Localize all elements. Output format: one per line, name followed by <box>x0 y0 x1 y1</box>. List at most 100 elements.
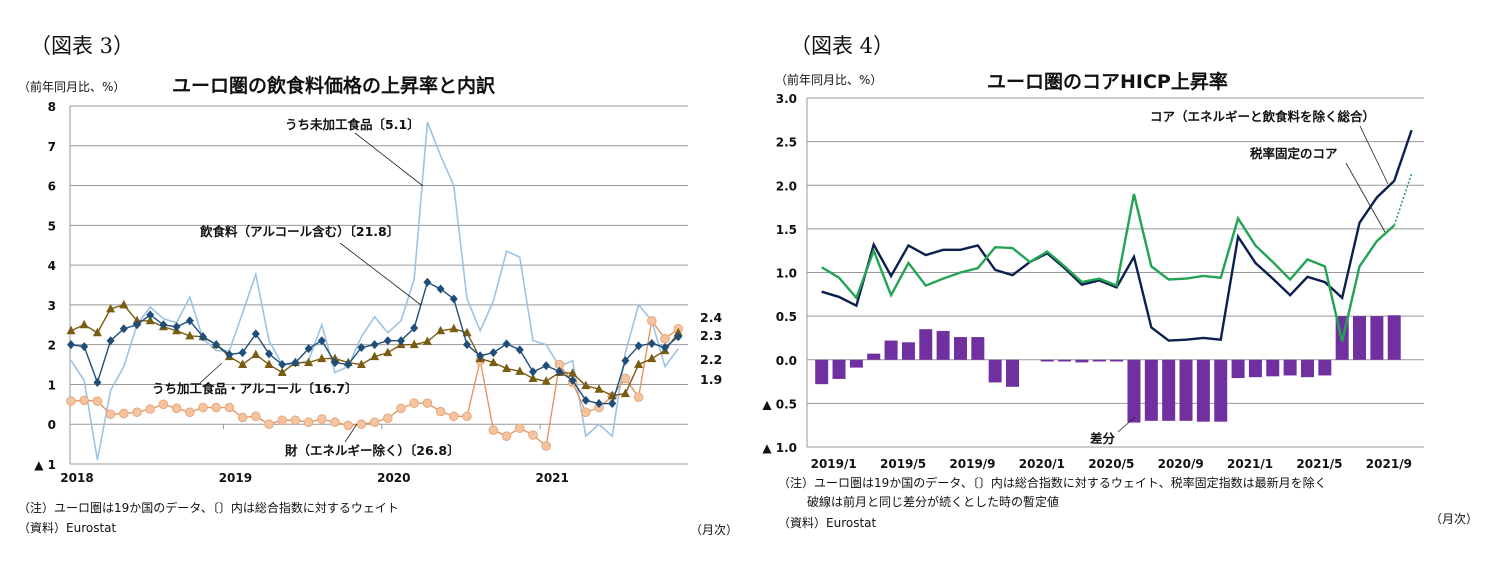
data-point <box>303 417 314 428</box>
chart2-label-core: コア（エネルギーと飲食料を除く総合） <box>1150 109 1375 124</box>
data-point <box>555 366 564 376</box>
data-point <box>132 315 142 325</box>
bar-diff <box>832 359 846 379</box>
data-point <box>515 345 524 355</box>
bar-diff <box>1058 359 1072 362</box>
x-tick-label: 2021/1 <box>1227 457 1273 471</box>
data-point <box>568 368 578 377</box>
data-point <box>185 316 194 326</box>
data-point <box>594 384 604 393</box>
x-tick-label: 2021 <box>535 471 568 485</box>
data-point <box>251 329 260 339</box>
chart2-plot: 3.0 2.5 2.0 1.5 1.0 0.5 0.0 ▲ 0.5 ▲ 1.0 2019/1 201… <box>762 92 1424 471</box>
data-point <box>501 431 512 441</box>
bar-diff <box>1179 359 1193 421</box>
data-point <box>409 339 419 349</box>
data-point <box>396 403 406 414</box>
y-tick-label: 1 <box>48 378 56 392</box>
data-point <box>674 332 683 342</box>
chart1-end-label-2: 2.3 <box>700 328 722 343</box>
chart1-note: （注）ユーロ圏は19か国のデータ、〔〕内は総合指数に対するウェイト <box>18 500 399 515</box>
y-tick-label: 1.5 <box>776 223 797 237</box>
data-point <box>356 359 366 369</box>
data-point <box>436 325 446 335</box>
data-point <box>383 336 392 346</box>
bar-diff <box>1006 359 1020 387</box>
data-point <box>211 402 221 413</box>
data-point <box>185 407 195 418</box>
bar-diff <box>1214 359 1228 422</box>
data-point <box>119 324 128 334</box>
bar-diff <box>1353 316 1367 360</box>
data-point <box>356 419 367 430</box>
chart1-plot: 8 7 6 5 4 3 2 1 0 ▲ 1 2018 2019 2020 2021 <box>34 100 688 485</box>
data-point <box>132 407 142 418</box>
data-point <box>158 399 169 410</box>
y-tick-label: 8 <box>48 100 56 114</box>
chart1-label-food: 飲食料（アルコール含む）〔21.8〕 <box>199 224 399 239</box>
data-point <box>661 342 669 352</box>
data-point <box>673 327 683 337</box>
data-point <box>265 349 273 359</box>
data-point <box>369 417 380 428</box>
bar-diff <box>1040 359 1054 362</box>
data-point <box>224 402 235 413</box>
data-point <box>436 284 445 294</box>
data-point <box>422 398 433 408</box>
chart1-annotation-arrows <box>199 132 424 443</box>
data-point <box>330 417 340 428</box>
bar-diff <box>1144 359 1158 421</box>
data-point <box>238 348 247 358</box>
data-point <box>317 336 326 346</box>
data-point <box>92 327 102 337</box>
data-point <box>410 323 419 333</box>
y-tick-label: ▲ 1.0 <box>762 441 797 455</box>
chart1-label-processed: うち加工食品・アルコール〔16.7〕 <box>152 381 357 396</box>
data-point <box>463 340 471 350</box>
bar-diff <box>988 359 1002 383</box>
data-point <box>251 349 261 359</box>
data-point <box>528 373 538 382</box>
chart1-label-unprocessed: うち未加工食品〔5.1〕 <box>285 117 420 132</box>
chart2-note: （注）ユーロ圏は19か国のデータ、〔〕内は総合指数に対するウェイト、税率固定指数… <box>778 475 1327 490</box>
data-point <box>66 325 76 335</box>
bar-diff <box>1283 359 1297 376</box>
bar-diff <box>1300 359 1314 378</box>
chart2-note2: 破線は前月と同じ差分が続くとした時の暫定値 <box>807 494 1059 509</box>
y-tick-label: 2 <box>48 339 56 353</box>
data-point <box>462 411 472 422</box>
bar-diff <box>1092 359 1106 362</box>
data-point <box>317 353 327 363</box>
data-point <box>304 344 313 354</box>
data-point <box>633 392 644 402</box>
data-point <box>370 351 380 361</box>
x-tick-label: 2020/9 <box>1158 457 1204 471</box>
data-point <box>542 361 551 371</box>
data-point <box>515 423 525 434</box>
bar-diff <box>936 330 950 360</box>
data-point <box>502 363 512 373</box>
bar-diff <box>919 329 933 360</box>
data-point <box>119 408 129 419</box>
data-point <box>105 409 116 420</box>
series-line <box>70 121 679 461</box>
data-point <box>595 399 603 409</box>
data-point <box>357 342 366 352</box>
data-point <box>383 347 393 357</box>
bar-diff <box>1110 359 1124 362</box>
y-tick-label: 2.0 <box>776 179 797 193</box>
data-point <box>541 376 551 385</box>
figure-3-label: （図表 3） <box>30 34 134 58</box>
y-tick-label: 3 <box>48 299 56 313</box>
x-tick-label: 2021/9 <box>1366 457 1412 471</box>
data-point <box>277 367 287 377</box>
data-point <box>541 441 552 451</box>
data-point <box>79 319 89 329</box>
data-point <box>423 277 432 287</box>
bar-diff <box>1231 359 1245 379</box>
data-point <box>145 404 155 414</box>
data-point <box>290 415 301 426</box>
data-point <box>449 411 459 422</box>
bar-diff <box>1248 359 1262 378</box>
data-point <box>106 303 116 313</box>
